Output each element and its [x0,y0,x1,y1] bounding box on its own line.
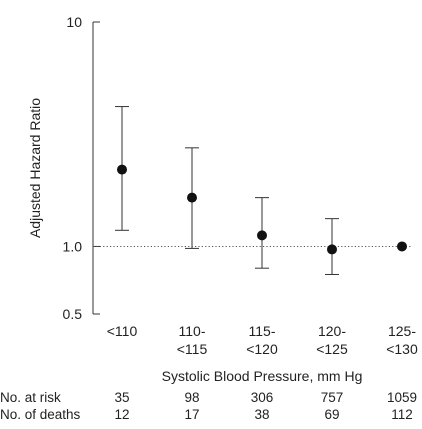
risk-table-cell: 38 [254,407,269,422]
data-point [187,192,197,203]
y-tick-label: 0.5 [63,306,83,322]
data-point [397,241,407,252]
risk-table-cell: 1059 [387,390,417,405]
x-tick-label: 115- [249,323,276,339]
risk-table-cell: 98 [184,390,199,405]
x-axis-label: Systolic Blood Pressure, mm Hg [162,368,363,384]
risk-table-row-label: No. at risk [0,390,61,405]
data-point [327,244,337,255]
risk-table-row-label: No. of deaths [0,407,81,422]
data-point [257,230,267,241]
x-tick-label: <130 [386,341,418,357]
x-tick-label: <110 [107,323,138,339]
x-tick-label: 110- [179,323,206,339]
x-tick-label: <120 [246,341,278,357]
x-tick-label: <115 [177,341,208,357]
risk-table-cell: 35 [114,390,129,405]
risk-table-cell: 112 [391,407,413,422]
risk-table-cell: 306 [251,390,274,405]
risk-table-cell: 17 [184,407,199,422]
y-axis-label: Adjusted Hazard Ratio [27,98,43,238]
risk-table-cell: 757 [321,390,344,405]
risk-table-cell: 69 [324,407,339,422]
data-point [117,164,127,175]
risk-table-cell: 12 [114,407,129,422]
x-tick-label: <125 [316,341,348,357]
x-tick-label: 120- [318,323,346,339]
y-tick-label: 1.0 [63,238,83,254]
y-tick-label: 10 [66,14,82,30]
x-tick-label: 125- [388,323,416,339]
